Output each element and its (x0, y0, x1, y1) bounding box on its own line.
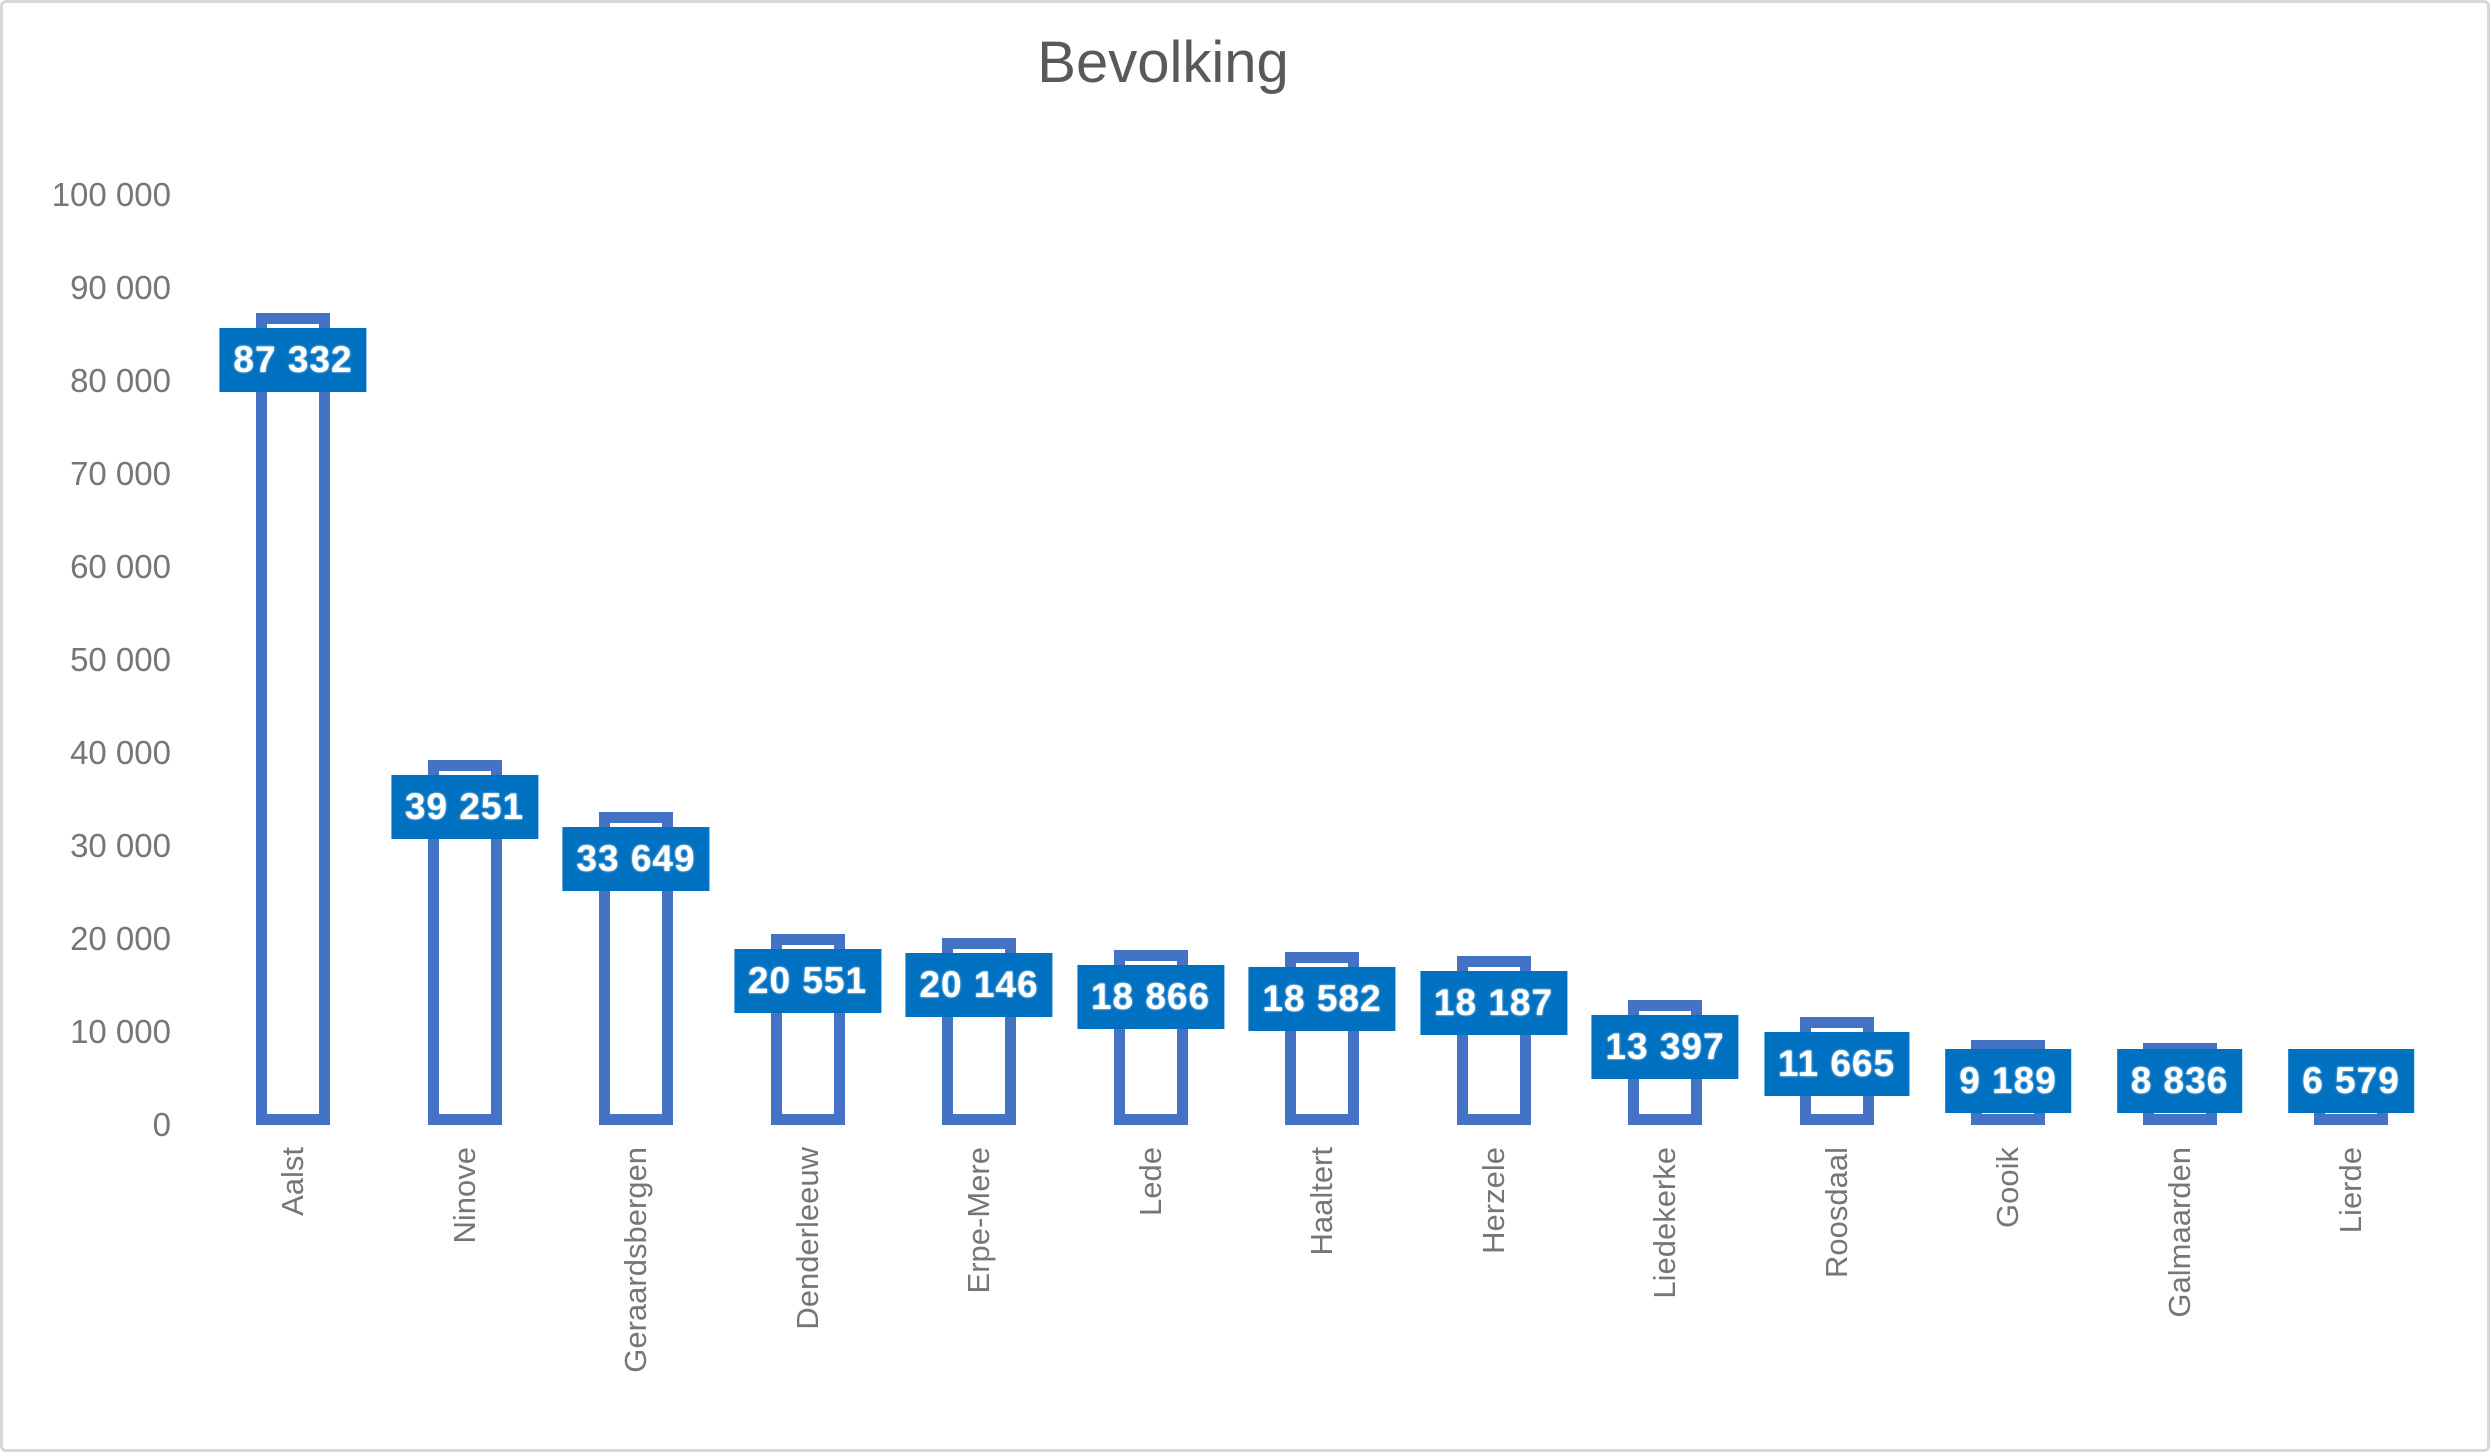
x-axis-category-holder: Liedekerke (1646, 1147, 1684, 1299)
x-axis-category-label: Denderleeuw (789, 1147, 825, 1330)
x-axis-category-label: Herzele (1475, 1147, 1511, 1254)
x-axis-category-label: Roosdaal (1818, 1147, 1854, 1278)
y-axis-tick-label: 100 000 (51, 176, 171, 213)
data-label-gooik: 9 189 (1945, 1049, 2071, 1113)
x-axis-category-holder: Lierde (2332, 1147, 2370, 1233)
data-label-galmaarden: 8 836 (2116, 1049, 2243, 1113)
y-axis-tick-label: 60 000 (70, 548, 171, 585)
x-axis-category-label: Aalst (275, 1147, 310, 1216)
x-axis-category-holder: Denderleeuw (789, 1147, 827, 1330)
x-axis-category-label: Erpe-Mere (961, 1147, 996, 1294)
data-label-geraardsbergen: 33 649 (562, 827, 710, 891)
data-label-denderleeuw: 20 551 (733, 949, 882, 1013)
x-axis-category-label: Lierde (2333, 1147, 2368, 1234)
x-axis-category-holder: Erpe-Mere (960, 1147, 998, 1293)
chart-title: Bevolking (1037, 30, 1289, 95)
x-axis-category-label: Haaltert (1304, 1147, 1339, 1256)
x-axis-category-holder: Galmaarden (2161, 1147, 2199, 1318)
y-axis-tick-label: 70 000 (70, 455, 171, 492)
x-axis-category-holder: Aalst (274, 1147, 312, 1216)
x-axis-category-label: Lede (1132, 1147, 1168, 1216)
x-axis-category-label: Ninove (446, 1147, 482, 1244)
x-axis-category-holder: Gooik (1989, 1147, 2027, 1228)
data-label-liedekerke: 13 397 (1591, 1015, 1739, 1079)
data-label-ninove: 39 251 (390, 775, 539, 839)
data-label-lede: 18 866 (1076, 965, 1225, 1029)
data-label-erpe-mere: 20 146 (905, 953, 1053, 1017)
data-label-roosdaal: 11 665 (1763, 1032, 1910, 1096)
x-axis-category-holder: Herzele (1475, 1147, 1513, 1254)
data-label-haaltert: 18 582 (1248, 967, 1396, 1031)
y-axis-tick-label: 40 000 (70, 734, 171, 771)
y-axis-tick-label: 30 000 (70, 827, 171, 864)
x-axis-category-label: Galmaarden (2161, 1147, 2197, 1318)
y-axis-tick-label: 20 000 (70, 920, 171, 957)
y-axis-tick-label: 10 000 (70, 1013, 171, 1050)
y-axis-tick-label: 50 000 (70, 641, 171, 678)
x-axis-category-holder: Ninove (446, 1147, 484, 1244)
x-axis-category-label: Liedekerke (1647, 1147, 1682, 1299)
x-axis-category-label: Gooik (1990, 1147, 2025, 1228)
y-axis-tick-label: 80 000 (70, 362, 171, 399)
data-label-herzele: 18 187 (1419, 971, 1568, 1035)
x-axis-category-holder: Haaltert (1303, 1147, 1341, 1256)
y-axis-tick-label: 90 000 (70, 269, 171, 306)
data-label-aalst: 87 332 (219, 328, 367, 392)
y-axis-tick-label: 0 (152, 1106, 171, 1143)
x-axis-category-holder: Roosdaal (1818, 1147, 1856, 1278)
data-label-lierde: 6 579 (2288, 1049, 2414, 1113)
x-axis-category-label: Geraardsbergen (618, 1147, 653, 1373)
x-axis-category-holder: Geraardsbergen (617, 1147, 655, 1373)
bar-aalst (256, 313, 330, 1125)
x-axis-category-holder: Lede (1132, 1147, 1170, 1216)
